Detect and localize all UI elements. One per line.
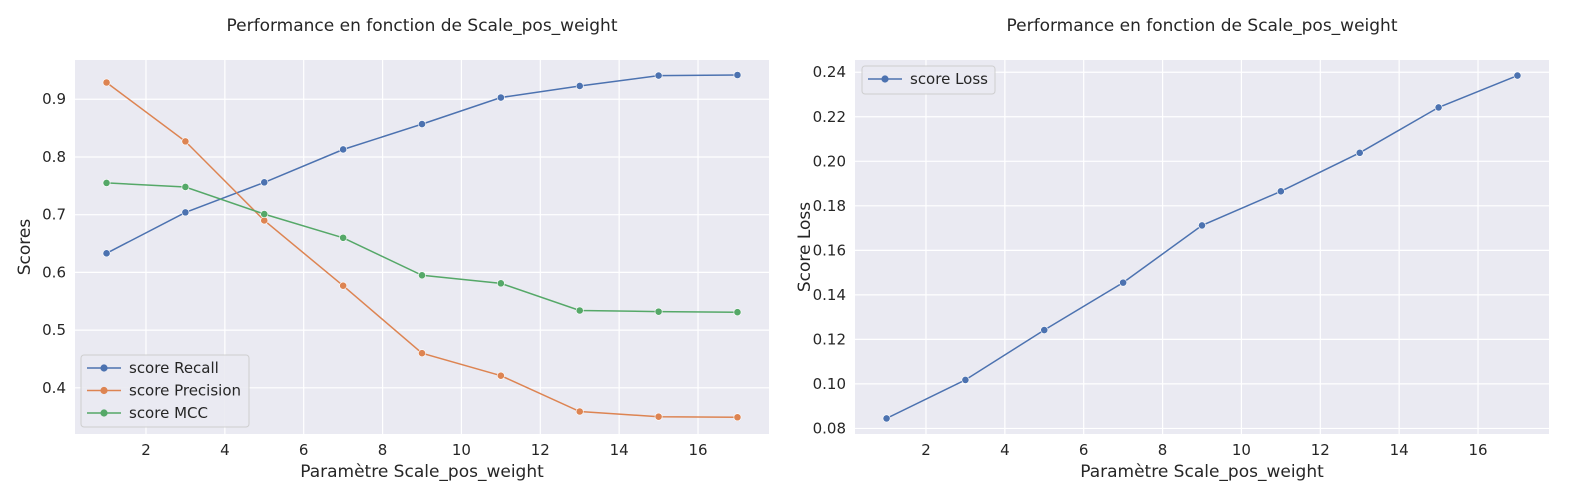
y-tick-label: 0.16 (813, 241, 846, 259)
data-point (496, 371, 505, 380)
y-tick-label: 0.18 (813, 197, 846, 215)
legend: score Recall score Precision score MCC (80, 354, 250, 428)
x-tick-label: 4 (220, 441, 230, 459)
y-tick-label: 0.7 (42, 206, 66, 224)
data-point (1513, 71, 1522, 80)
legend-label: score Recall (129, 359, 219, 377)
legend-box (80, 354, 250, 428)
x-tick-label: 14 (1390, 441, 1409, 459)
plot-area (855, 60, 1549, 434)
x-tick-label: 2 (141, 441, 151, 459)
legend-marker (100, 386, 108, 395)
data-point (654, 412, 663, 421)
x-tick-label: 16 (1468, 441, 1487, 459)
data-point (102, 249, 111, 258)
data-point (260, 178, 269, 187)
legend-marker (881, 75, 889, 83)
x-tick-label: 4 (1000, 441, 1010, 459)
legend: score Loss (861, 65, 996, 95)
y-tick-label: 0.9 (42, 90, 66, 108)
data-point (575, 82, 584, 90)
y-axis-label: Scores (15, 219, 35, 276)
data-point (418, 349, 426, 358)
y-tick-label: 0.6 (42, 263, 66, 281)
x-tick-label: 10 (1232, 441, 1251, 459)
y-tick-label: 0.12 (813, 330, 846, 348)
data-point (1198, 221, 1206, 230)
data-point (418, 271, 426, 280)
y-tick-label: 0.10 (813, 375, 846, 393)
x-tick-label: 12 (531, 441, 550, 459)
legend-label: score MCC (129, 404, 208, 422)
data-point (339, 281, 348, 290)
data-point (496, 93, 505, 102)
chart-title: Performance en fonction de Scale_pos_wei… (1007, 16, 1398, 36)
legend-label: score Loss (910, 70, 988, 88)
y-tick-label: 0.5 (42, 321, 66, 339)
data-point (339, 233, 348, 242)
x-tick-label: 16 (688, 441, 707, 459)
y-axis-label: Score Loss (795, 202, 815, 292)
x-tick-label: 10 (452, 441, 471, 459)
x-tick-label: 6 (299, 441, 309, 459)
y-tick-label: 0.14 (813, 286, 846, 304)
x-axis-label: Paramètre Scale_pos_weight (300, 462, 544, 482)
x-tick-label: 6 (1079, 441, 1089, 459)
data-point (102, 78, 111, 87)
x-axis-label: Paramètre Scale_pos_weight (1080, 462, 1324, 482)
chart-panel-1: 2 4 6 8 10 12 14 16 0.4 0.5 0.6 0.7 0.8 0.9 Performanc… (15, 16, 769, 482)
legend-box (861, 65, 996, 95)
x-tick-label: 8 (1158, 441, 1168, 459)
data-point (575, 306, 584, 315)
y-tick-label: 0.4 (42, 379, 66, 397)
y-tick-label: 0.08 (813, 419, 846, 437)
data-point (654, 71, 663, 80)
y-tick-label: 0.22 (813, 108, 846, 126)
data-point (339, 145, 348, 154)
data-point (733, 308, 742, 317)
chart-panel-2: 2 4 6 8 10 12 14 16 0.08 0.10 0.12 0.14 0.16 0.18 0.20… (795, 16, 1549, 482)
x-tick-label: 12 (1311, 441, 1330, 459)
y-tick-label: 0.24 (813, 63, 846, 81)
data-point (181, 208, 190, 217)
x-tick-label: 8 (378, 441, 388, 459)
legend-marker (100, 409, 108, 417)
data-point (575, 407, 584, 416)
data-point (1119, 278, 1128, 287)
data-point (882, 414, 891, 423)
data-point (961, 376, 970, 384)
legend-label: score Precision (129, 382, 241, 400)
x-tick-label: 14 (610, 441, 629, 459)
data-point (496, 279, 505, 288)
data-point (1040, 326, 1049, 334)
chart-title: Performance en fonction de Scale_pos_wei… (227, 16, 618, 36)
y-tick-label: 0.20 (813, 152, 846, 170)
data-point (1276, 187, 1285, 196)
data-point (1355, 148, 1364, 157)
y-tick-label: 0.8 (42, 148, 66, 166)
data-point (260, 210, 269, 219)
data-point (654, 307, 663, 316)
x-tick-label: 2 (921, 441, 931, 459)
data-point (181, 137, 190, 146)
data-point (102, 179, 111, 187)
legend-marker (100, 364, 108, 372)
data-point (733, 413, 742, 422)
data-point (418, 120, 426, 128)
data-point (1434, 103, 1443, 112)
data-point (733, 71, 742, 79)
data-point (181, 183, 190, 191)
